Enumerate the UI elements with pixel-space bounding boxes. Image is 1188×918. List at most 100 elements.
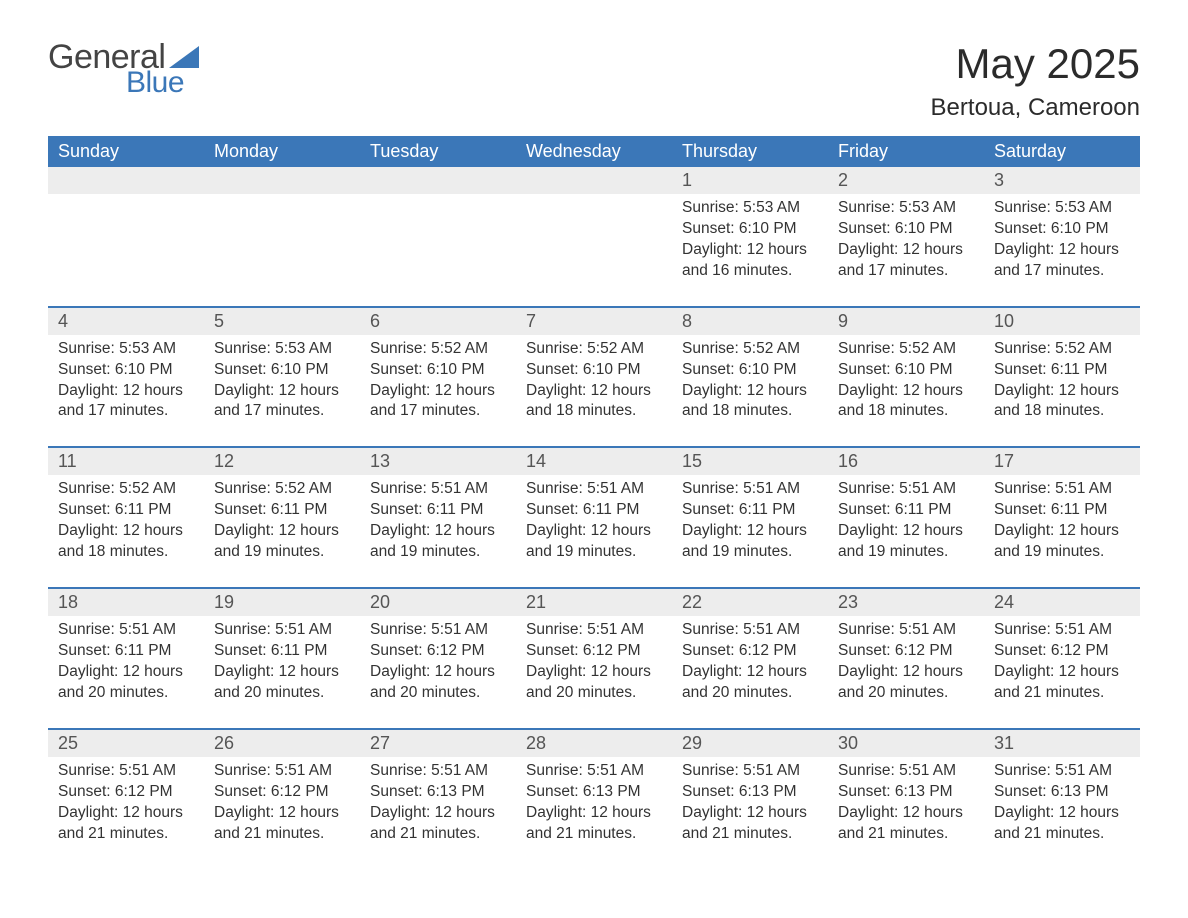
daylight-text: Daylight: 12 hours bbox=[838, 381, 974, 402]
day-cell: Sunrise: 5:53 AMSunset: 6:10 PMDaylight:… bbox=[204, 335, 360, 429]
day-number: 14 bbox=[516, 448, 672, 475]
sunset-text: Sunset: 6:12 PM bbox=[526, 641, 662, 662]
daylight-text: and 20 minutes. bbox=[58, 683, 194, 704]
day-cell: Sunrise: 5:51 AMSunset: 6:13 PMDaylight:… bbox=[672, 757, 828, 851]
sunset-text: Sunset: 6:13 PM bbox=[994, 782, 1130, 803]
daylight-text: Daylight: 12 hours bbox=[682, 521, 818, 542]
day-cell: Sunrise: 5:53 AMSunset: 6:10 PMDaylight:… bbox=[828, 194, 984, 288]
daylight-text: and 20 minutes. bbox=[214, 683, 350, 704]
daylight-text: Daylight: 12 hours bbox=[58, 662, 194, 683]
week-row: 123Sunrise: 5:53 AMSunset: 6:10 PMDaylig… bbox=[48, 167, 1140, 288]
sunset-text: Sunset: 6:13 PM bbox=[682, 782, 818, 803]
day-number: 4 bbox=[48, 308, 204, 335]
day-number bbox=[204, 167, 360, 194]
daylight-text: Daylight: 12 hours bbox=[682, 803, 818, 824]
sunrise-text: Sunrise: 5:53 AM bbox=[214, 339, 350, 360]
sunrise-text: Sunrise: 5:51 AM bbox=[994, 761, 1130, 782]
week-row: 11121314151617Sunrise: 5:52 AMSunset: 6:… bbox=[48, 446, 1140, 569]
sunrise-text: Sunrise: 5:52 AM bbox=[838, 339, 974, 360]
sunset-text: Sunset: 6:13 PM bbox=[526, 782, 662, 803]
daylight-text: Daylight: 12 hours bbox=[838, 662, 974, 683]
sunrise-text: Sunrise: 5:51 AM bbox=[370, 761, 506, 782]
calendar: Sunday Monday Tuesday Wednesday Thursday… bbox=[48, 136, 1140, 850]
sunset-text: Sunset: 6:12 PM bbox=[214, 782, 350, 803]
day-cell bbox=[360, 194, 516, 288]
day-cell bbox=[516, 194, 672, 288]
day-cell: Sunrise: 5:52 AMSunset: 6:11 PMDaylight:… bbox=[984, 335, 1140, 429]
day-cell: Sunrise: 5:51 AMSunset: 6:11 PMDaylight:… bbox=[828, 475, 984, 569]
daylight-text: and 20 minutes. bbox=[682, 683, 818, 704]
week-row: 45678910Sunrise: 5:53 AMSunset: 6:10 PMD… bbox=[48, 306, 1140, 429]
week-body: Sunrise: 5:51 AMSunset: 6:12 PMDaylight:… bbox=[48, 757, 1140, 851]
sunrise-text: Sunrise: 5:52 AM bbox=[214, 479, 350, 500]
sunrise-text: Sunrise: 5:52 AM bbox=[370, 339, 506, 360]
daylight-text: Daylight: 12 hours bbox=[370, 521, 506, 542]
day-number-band: 25262728293031 bbox=[48, 730, 1140, 757]
day-cell: Sunrise: 5:51 AMSunset: 6:12 PMDaylight:… bbox=[360, 616, 516, 710]
sunset-text: Sunset: 6:11 PM bbox=[994, 500, 1130, 521]
sunset-text: Sunset: 6:10 PM bbox=[526, 360, 662, 381]
daylight-text: Daylight: 12 hours bbox=[682, 381, 818, 402]
sunset-text: Sunset: 6:12 PM bbox=[994, 641, 1130, 662]
sunset-text: Sunset: 6:11 PM bbox=[838, 500, 974, 521]
daylight-text: Daylight: 12 hours bbox=[58, 381, 194, 402]
sunrise-text: Sunrise: 5:51 AM bbox=[526, 761, 662, 782]
day-cell: Sunrise: 5:51 AMSunset: 6:11 PMDaylight:… bbox=[516, 475, 672, 569]
day-header: Wednesday bbox=[516, 136, 672, 167]
sunrise-text: Sunrise: 5:51 AM bbox=[214, 761, 350, 782]
sunrise-text: Sunrise: 5:51 AM bbox=[370, 479, 506, 500]
sunrise-text: Sunrise: 5:51 AM bbox=[838, 620, 974, 641]
daylight-text: and 17 minutes. bbox=[994, 261, 1130, 282]
sunset-text: Sunset: 6:10 PM bbox=[838, 360, 974, 381]
logo: General Blue bbox=[48, 40, 199, 98]
day-number: 9 bbox=[828, 308, 984, 335]
sunset-text: Sunset: 6:10 PM bbox=[682, 360, 818, 381]
week-row: 18192021222324Sunrise: 5:51 AMSunset: 6:… bbox=[48, 587, 1140, 710]
day-cell: Sunrise: 5:51 AMSunset: 6:13 PMDaylight:… bbox=[516, 757, 672, 851]
day-number: 7 bbox=[516, 308, 672, 335]
top-bar: General Blue May 2025 Bertoua, Cameroon bbox=[48, 40, 1140, 122]
daylight-text: Daylight: 12 hours bbox=[526, 521, 662, 542]
daylight-text: Daylight: 12 hours bbox=[58, 521, 194, 542]
daylight-text: Daylight: 12 hours bbox=[370, 381, 506, 402]
location-label: Bertoua, Cameroon bbox=[931, 94, 1140, 122]
sunrise-text: Sunrise: 5:53 AM bbox=[682, 198, 818, 219]
sunrise-text: Sunrise: 5:52 AM bbox=[682, 339, 818, 360]
day-number: 28 bbox=[516, 730, 672, 757]
sunset-text: Sunset: 6:11 PM bbox=[214, 500, 350, 521]
day-header: Monday bbox=[204, 136, 360, 167]
day-number: 21 bbox=[516, 589, 672, 616]
day-number bbox=[48, 167, 204, 194]
day-cell: Sunrise: 5:51 AMSunset: 6:11 PMDaylight:… bbox=[48, 616, 204, 710]
sunset-text: Sunset: 6:11 PM bbox=[58, 641, 194, 662]
sunset-text: Sunset: 6:10 PM bbox=[838, 219, 974, 240]
daylight-text: and 20 minutes. bbox=[526, 683, 662, 704]
daylight-text: and 18 minutes. bbox=[526, 401, 662, 422]
day-number: 31 bbox=[984, 730, 1140, 757]
daylight-text: Daylight: 12 hours bbox=[682, 240, 818, 261]
sunrise-text: Sunrise: 5:51 AM bbox=[838, 761, 974, 782]
week-body: Sunrise: 5:52 AMSunset: 6:11 PMDaylight:… bbox=[48, 475, 1140, 569]
daylight-text: Daylight: 12 hours bbox=[526, 803, 662, 824]
sunset-text: Sunset: 6:12 PM bbox=[838, 641, 974, 662]
daylight-text: and 21 minutes. bbox=[682, 824, 818, 845]
day-cell: Sunrise: 5:52 AMSunset: 6:10 PMDaylight:… bbox=[828, 335, 984, 429]
daylight-text: Daylight: 12 hours bbox=[994, 662, 1130, 683]
week-row: 25262728293031Sunrise: 5:51 AMSunset: 6:… bbox=[48, 728, 1140, 851]
weeks-container: 123Sunrise: 5:53 AMSunset: 6:10 PMDaylig… bbox=[48, 167, 1140, 850]
day-number: 11 bbox=[48, 448, 204, 475]
day-header: Saturday bbox=[984, 136, 1140, 167]
sunrise-text: Sunrise: 5:51 AM bbox=[526, 479, 662, 500]
daylight-text: Daylight: 12 hours bbox=[994, 240, 1130, 261]
sunset-text: Sunset: 6:13 PM bbox=[370, 782, 506, 803]
day-cell: Sunrise: 5:53 AMSunset: 6:10 PMDaylight:… bbox=[984, 194, 1140, 288]
daylight-text: and 19 minutes. bbox=[682, 542, 818, 563]
daylight-text: Daylight: 12 hours bbox=[526, 381, 662, 402]
logo-text-blue: Blue bbox=[126, 68, 199, 98]
daylight-text: and 20 minutes. bbox=[838, 683, 974, 704]
day-number: 8 bbox=[672, 308, 828, 335]
day-number: 19 bbox=[204, 589, 360, 616]
title-block: May 2025 Bertoua, Cameroon bbox=[931, 40, 1140, 122]
sunset-text: Sunset: 6:10 PM bbox=[370, 360, 506, 381]
day-cell: Sunrise: 5:51 AMSunset: 6:13 PMDaylight:… bbox=[360, 757, 516, 851]
